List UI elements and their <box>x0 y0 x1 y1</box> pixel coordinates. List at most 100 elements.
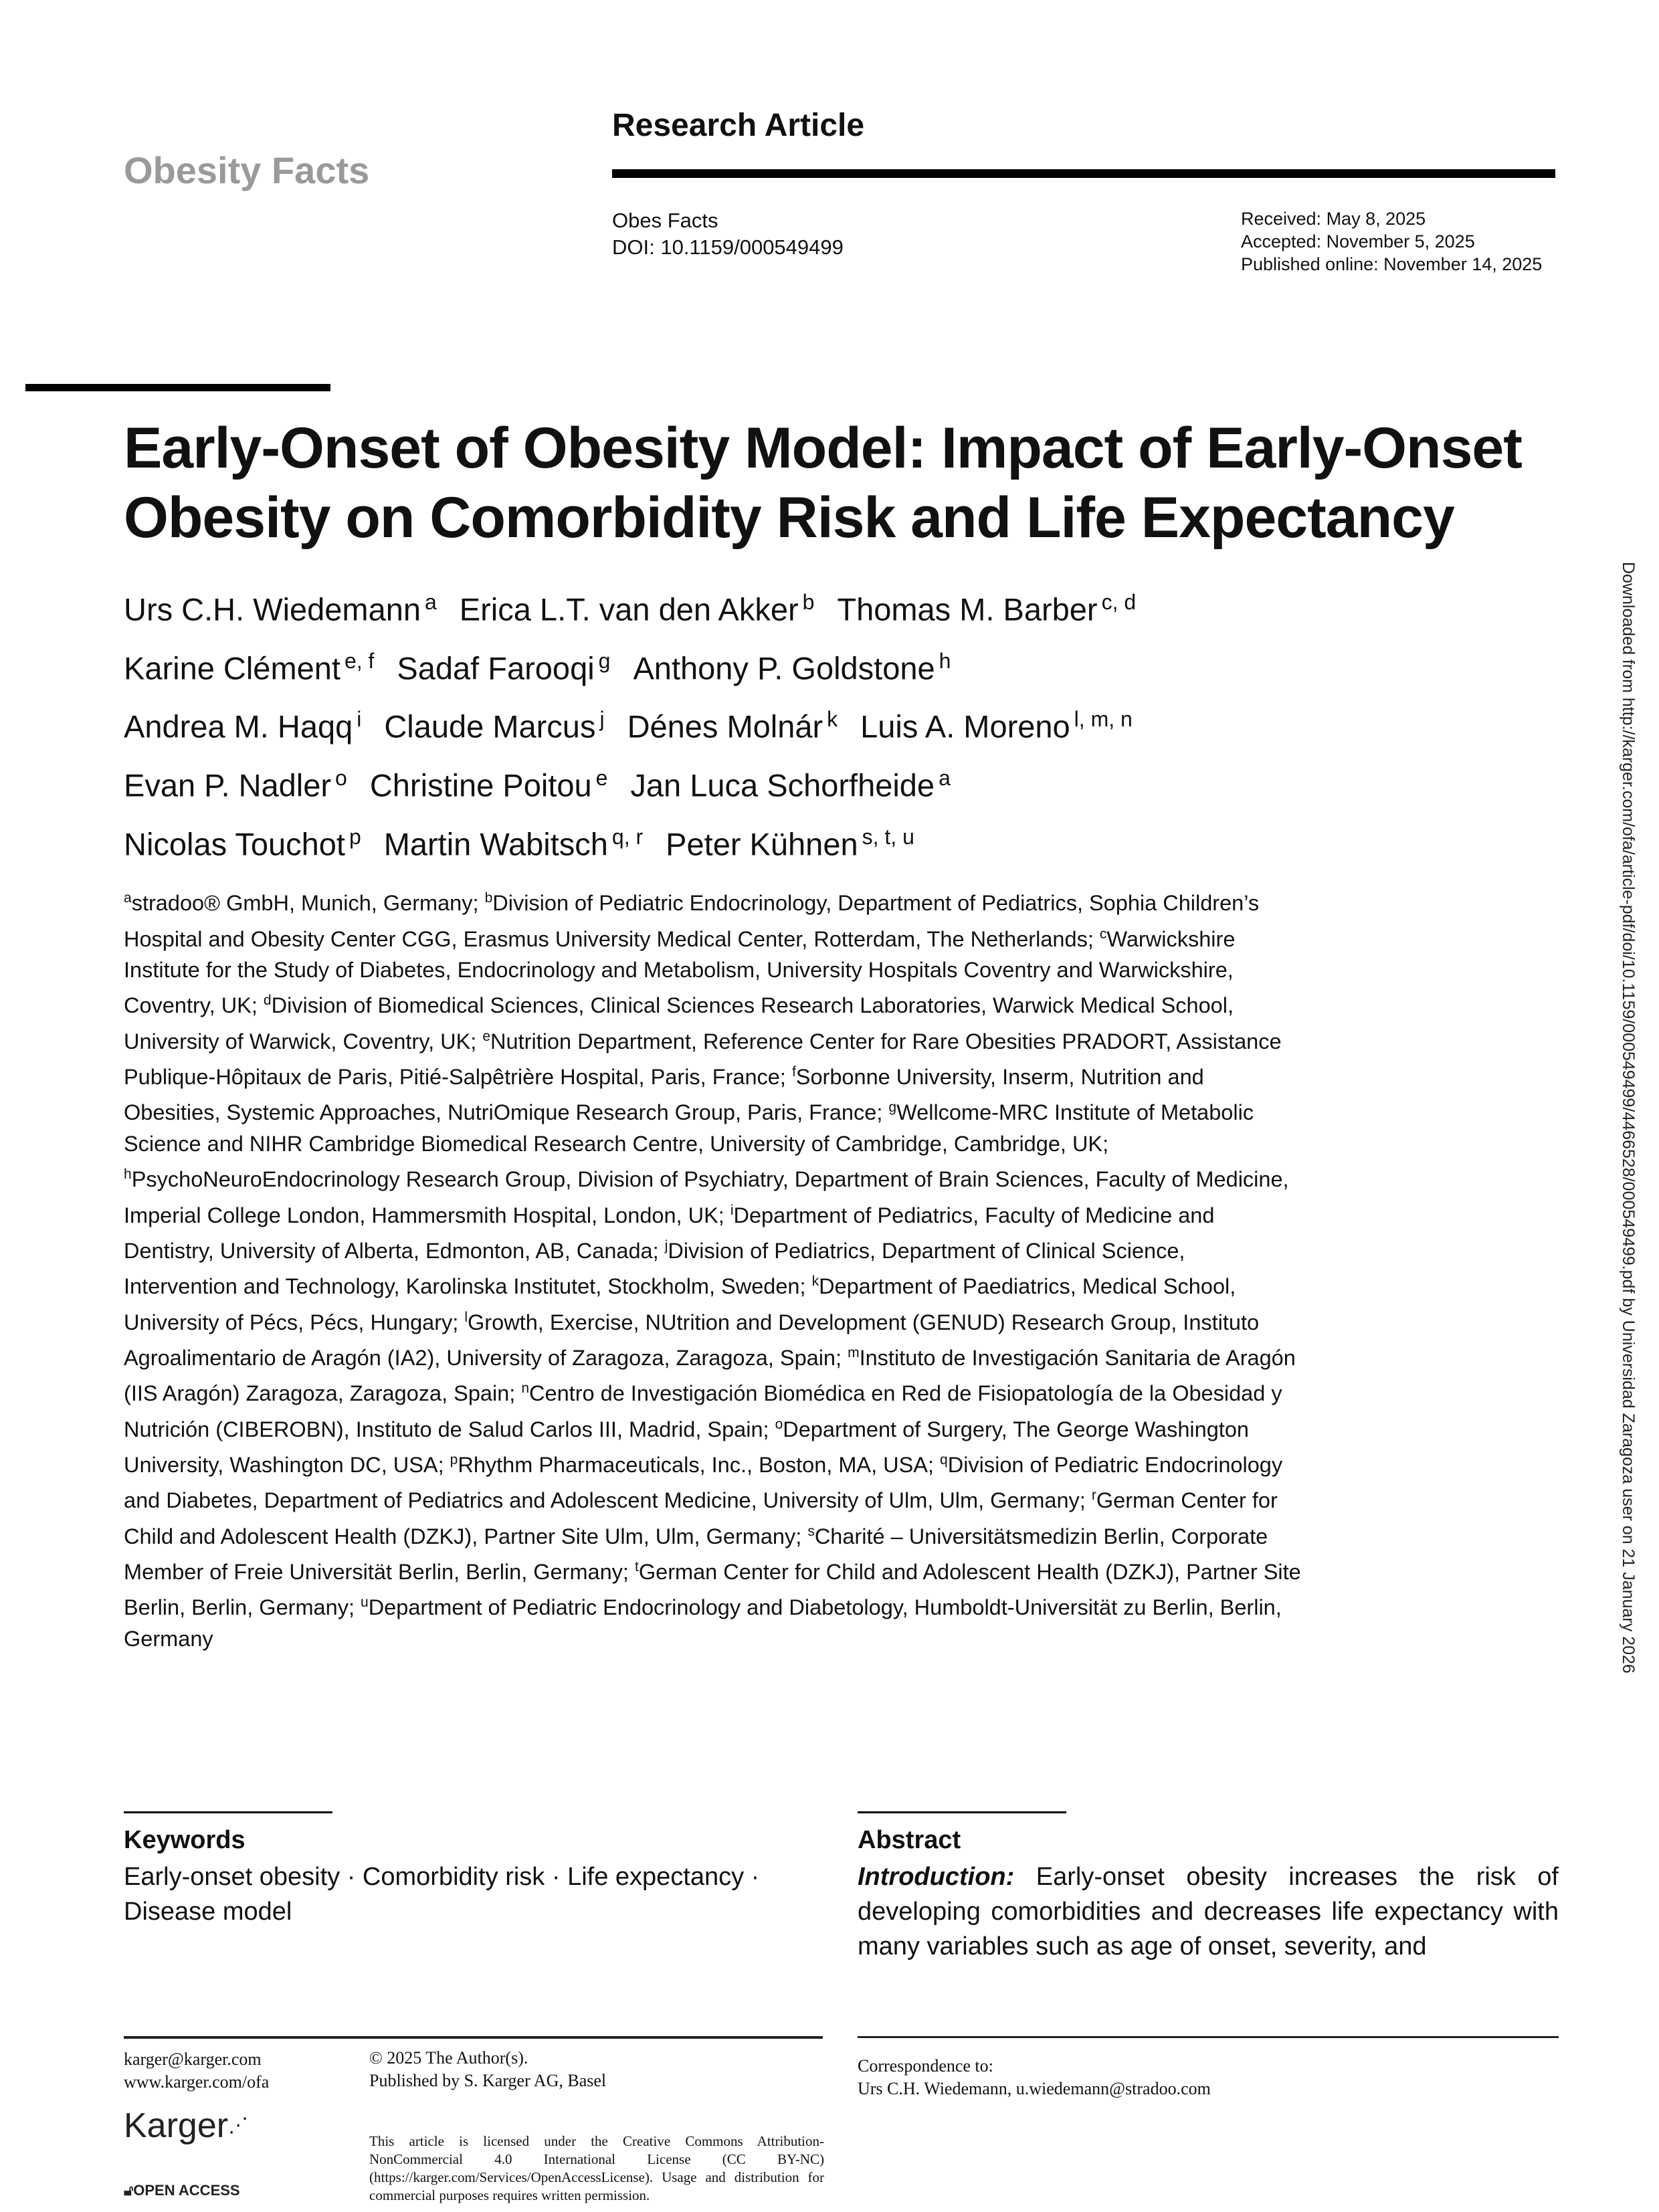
affiliation-mark: f <box>791 1064 796 1080</box>
affiliation-mark: p <box>450 1451 458 1468</box>
author-affiliation-mark: q, r <box>611 824 644 849</box>
affiliation: German Center for Child and Adolescent H… <box>124 1488 1278 1548</box>
article-title: Early-Onset of Obesity Model: Impact of … <box>124 416 1523 550</box>
keywords-heading: Keywords <box>124 1826 246 1854</box>
affiliation-mark: k <box>811 1274 819 1290</box>
affiliation: Department of Pediatrics, Faculty of Med… <box>124 1203 1215 1263</box>
affiliation: Centro de Investigación Biomédica en Red… <box>124 1381 1282 1441</box>
keywords-text: Early-onset obesity · Comorbidity risk ·… <box>124 1863 760 1926</box>
article-type: Research Article <box>612 108 865 143</box>
author-affiliation-mark: j <box>599 707 605 732</box>
author-name: Andrea M. Haqq <box>124 708 353 744</box>
affiliation: Division of Pediatrics, Department of Cl… <box>124 1238 1185 1299</box>
header-divider <box>612 169 1555 178</box>
author: Martin Wabitsch q, r <box>384 811 643 870</box>
author: Andrea M. Haqq i <box>124 694 361 752</box>
author-name: Peter Kühnen <box>666 826 858 862</box>
affiliation-mark: e <box>482 1028 491 1044</box>
received-date: Received: May 8, 2025 <box>1241 209 1426 229</box>
affiliations: astradoo® GmbH, Munich, Germany; bDivisi… <box>124 883 1301 1654</box>
author-name: Claude Marcus <box>384 708 596 744</box>
affiliation-mark: a <box>124 890 132 906</box>
affiliation: Nutrition Department, Reference Center f… <box>124 1029 1282 1089</box>
open-access-badge: 🔓︎OPEN ACCESS <box>124 2182 240 2199</box>
author-affiliation-mark: o <box>335 765 347 790</box>
affiliation-mark: i <box>730 1202 734 1218</box>
affiliation-mark: j <box>664 1237 668 1253</box>
author-name: Evan P. Nadler <box>124 767 332 803</box>
author-affiliation-mark: p <box>349 824 361 849</box>
doi[interactable]: DOI: 10.1159/000549499 <box>612 235 844 259</box>
author: Dénes Molnár k <box>627 694 838 752</box>
author-name: Luis A. Moreno <box>860 708 1070 744</box>
author-name: Erica L.T. van den Akker <box>459 591 799 627</box>
affiliation-mark: t <box>635 1559 639 1575</box>
author: Jan Luca Schorfheide a <box>630 752 950 811</box>
copyright: © 2025 The Author(s). Published by S. Ka… <box>369 2047 606 2092</box>
author-name: Sadaf Farooqi <box>397 650 595 686</box>
dates: Received: May 8, 2025 Accepted: November… <box>1241 207 1542 276</box>
accepted-date: Accepted: November 5, 2025 <box>1241 231 1475 252</box>
author-affiliation-mark: l, m, n <box>1074 707 1133 732</box>
affiliation: Department of Surgery, The George Washin… <box>124 1417 1249 1477</box>
affiliation: Department of Pediatric Endocrinology an… <box>124 1595 1282 1651</box>
affiliation: German Center for Child and Adolescent H… <box>124 1559 1301 1620</box>
keywords-rule <box>124 1811 332 1813</box>
affiliation: Charité – Universitätsmedizin Berlin, Co… <box>124 1524 1268 1584</box>
affiliation: Sorbonne University, Inserm, Nutrition a… <box>124 1064 1204 1125</box>
affiliation-mark: d <box>263 993 272 1009</box>
affiliation-mark: r <box>1091 1488 1096 1504</box>
author-name: Karine Clément <box>124 650 340 686</box>
affiliation-mark: q <box>940 1451 948 1468</box>
affiliation: PsychoNeuroEndocrinology Research Group,… <box>124 1167 1289 1227</box>
author: Urs C.H. Wiedemann a <box>124 577 437 635</box>
author-affiliation-mark: h <box>939 648 951 673</box>
affiliation: Rhythm Pharmaceuticals, Inc., Boston, MA… <box>458 1452 941 1477</box>
journal-name: Obesity Facts <box>124 149 370 191</box>
affiliation: Instituto de Investigación Sanitaria de … <box>124 1345 1296 1406</box>
author-name: Jan Luca Schorfheide <box>630 767 935 803</box>
author-name: Thomas M. Barber <box>837 591 1098 627</box>
affiliation: Division of Pediatric Endocrinology, Dep… <box>124 891 1260 951</box>
author-affiliation-mark: e, f <box>344 648 375 673</box>
footer-rule-left <box>124 2036 823 2039</box>
publisher-line: Published by S. Karger AG, Basel <box>369 2071 607 2090</box>
author-name: Martin Wabitsch <box>383 826 608 862</box>
author-affiliation-mark: e <box>595 765 608 790</box>
author: Luis A. Moreno l, m, n <box>860 694 1133 752</box>
license-text: This article is licensed under the Creat… <box>369 2133 824 2203</box>
affiliation-mark: m <box>848 1344 860 1361</box>
author: Christine Poitou e <box>370 752 608 811</box>
affiliation-mark: u <box>361 1595 369 1611</box>
author-name: Urs C.H. Wiedemann <box>124 591 421 627</box>
correspondence-label: Correspondence to: <box>858 2056 993 2076</box>
publisher-email[interactable]: karger@karger.com <box>124 2049 262 2069</box>
open-access-label: OPEN ACCESS <box>133 2182 240 2199</box>
author-affiliation-mark: i <box>357 707 362 732</box>
author: Evan P. Nadler o <box>124 752 347 811</box>
affiliation-mark: g <box>888 1100 897 1116</box>
logo-mark-icon: ⋰ <box>228 2114 249 2136</box>
citation-info: Obes Facts DOI: 10.1159/000549499 <box>612 207 844 261</box>
author-name: Christine Poitou <box>369 767 592 803</box>
correspondence-contact[interactable]: Urs C.H. Wiedemann, u.wiedemann@stradoo.… <box>858 2079 1211 2098</box>
affiliation-mark: n <box>521 1381 530 1397</box>
abstract-body: Early-onset obesity increases the risk o… <box>858 1863 1559 1960</box>
author: Karine Clément e, f <box>124 635 374 694</box>
copyright-line: © 2025 The Author(s). <box>369 2048 528 2068</box>
author: Nicolas Touchot p <box>124 811 361 870</box>
published-date: Published online: November 14, 2025 <box>1241 254 1543 274</box>
author-affiliation-mark: k <box>827 707 838 732</box>
author-affiliation-mark: a <box>425 590 437 614</box>
author-affiliation-mark: s, t, u <box>862 824 914 849</box>
affiliation: Warwickshire Institute for the Study of … <box>124 926 1236 1018</box>
author: Erica L.T. van den Akker b <box>460 577 815 635</box>
title-rule <box>25 384 330 391</box>
download-note: Downloaded from http://karger.com/ofa/ar… <box>1619 562 1638 1674</box>
abstract-text: Introduction: Early-onset obesity increa… <box>858 1859 1559 1964</box>
abstract-heading: Abstract <box>858 1826 961 1854</box>
publisher-website[interactable]: www.karger.com/ofa <box>124 2072 270 2092</box>
author-affiliation-mark: a <box>939 765 951 790</box>
author-affiliation-mark: c, d <box>1101 590 1137 614</box>
affiliation-mark: b <box>484 890 493 906</box>
